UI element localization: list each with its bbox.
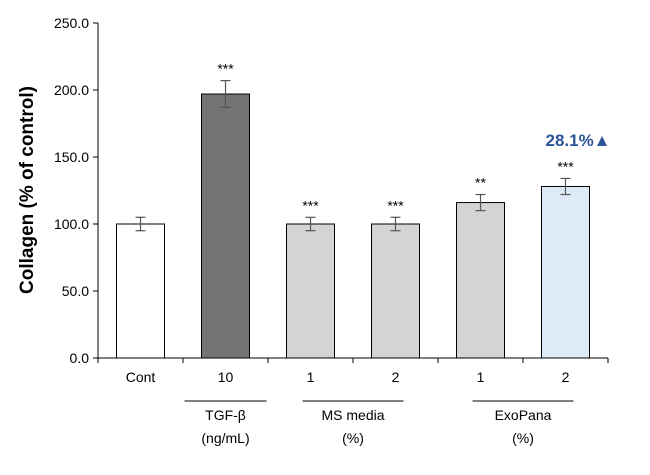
y-axis: 0.0 50.0 100.0 150.0 200.0 250.0 xyxy=(54,15,99,366)
bar xyxy=(286,223,335,359)
group-labels: TGF-β (ng/mL) MS media (%) ExoPana (%) xyxy=(184,400,574,446)
group-unit-label: (%) xyxy=(512,430,534,446)
significance-marker: ** xyxy=(475,175,486,191)
x-tick-label: 2 xyxy=(392,369,400,385)
x-tick-label: Cont xyxy=(126,369,156,385)
error-bar xyxy=(220,80,231,109)
group-unit-label: (ng/mL) xyxy=(201,430,249,446)
significance-marker: *** xyxy=(302,197,319,213)
x-tick-label: 1 xyxy=(307,369,315,385)
significance-marker: *** xyxy=(217,61,234,77)
increase-annotation: 28.1%▲ xyxy=(545,131,610,150)
category-group: MS media (%) xyxy=(302,400,404,446)
x-tick-label: 2 xyxy=(562,369,570,385)
error-bar xyxy=(560,177,571,196)
y-tick-label: 200.0 xyxy=(54,82,89,98)
x-tick-label: 1 xyxy=(477,369,485,385)
y-tick-label: 250.0 xyxy=(54,15,89,31)
y-tick-label: 0.0 xyxy=(70,350,90,366)
group-label: TGF-β xyxy=(205,407,246,423)
group-label: MS media xyxy=(321,407,384,423)
y-tick-label: 150.0 xyxy=(54,149,89,165)
significance-marker: *** xyxy=(387,197,404,213)
bar xyxy=(456,202,505,359)
error-bar xyxy=(390,216,401,232)
bar xyxy=(201,93,250,359)
significance-marker: *** xyxy=(557,158,574,174)
bars: ****** ******** xyxy=(116,61,590,359)
y-tick-label: 100.0 xyxy=(54,216,89,232)
bar xyxy=(116,223,165,359)
bar xyxy=(371,223,420,359)
x-axis: Cont 10 1 2 1 2 xyxy=(97,357,609,385)
error-bar xyxy=(135,216,146,232)
y-tick-label: 50.0 xyxy=(62,283,89,299)
y-axis-title: Collagen (% of control) xyxy=(17,86,38,294)
category-group: ExoPana (%) xyxy=(472,400,574,446)
error-bar xyxy=(305,216,316,232)
category-group: TGF-β (ng/mL) xyxy=(184,400,267,446)
group-unit-label: (%) xyxy=(342,430,364,446)
group-label: ExoPana xyxy=(495,407,552,423)
bar xyxy=(541,185,590,359)
x-tick-label: 10 xyxy=(218,369,234,385)
error-bar xyxy=(475,193,486,212)
